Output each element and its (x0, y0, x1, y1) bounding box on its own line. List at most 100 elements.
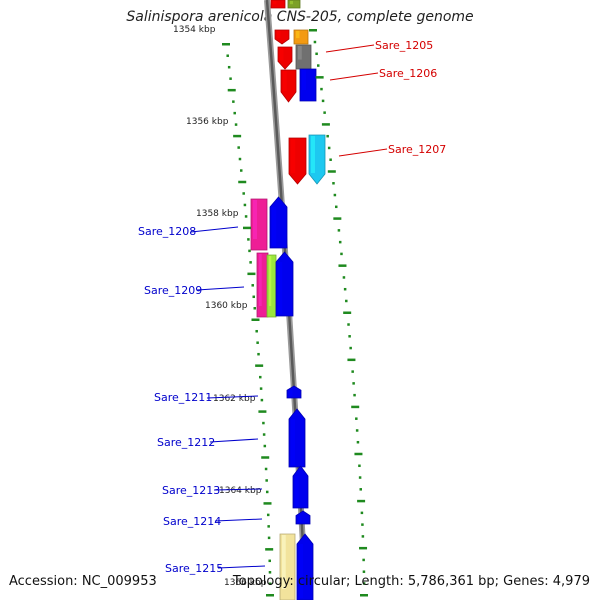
outer-scale-dot-33 (355, 417, 358, 420)
outer-scale-dot-14 (333, 193, 337, 197)
inner-scale-dot-13 (242, 192, 245, 195)
inner-scale-dot-28 (255, 364, 264, 367)
gene-features (250, 0, 326, 600)
gene-block-blue-1212-highlight (291, 419, 295, 465)
gene-block-gray-highlight (298, 46, 302, 60)
tick-label-1366: 1366 kbp (224, 578, 267, 588)
outer-scale-dot-43 (361, 535, 365, 538)
inner-scale-dot-18 (248, 249, 251, 253)
gene-block-blue-1208-highlight (272, 207, 277, 246)
outer-scale-dot-22 (343, 287, 347, 291)
outer-scale-dot-13 (332, 182, 335, 185)
outer-scale-dot-12 (327, 170, 336, 173)
outer-scale-dot-44 (359, 546, 368, 550)
gene-block-blue-1209-highlight (278, 262, 283, 314)
gene-block-red-3-highlight (283, 71, 287, 91)
inner-scale-dot-32 (258, 410, 267, 413)
label-leaders (190, 44, 388, 569)
inner-scale-dot-2 (227, 65, 231, 69)
outer-scale-dot-45 (362, 558, 365, 562)
gene-label-sare-1205[interactable]: Sare_1205 (375, 39, 433, 52)
inner-scale-dot-15 (244, 215, 248, 218)
inner-scale-dot-40 (263, 502, 272, 505)
outer-scale-dot-40 (357, 499, 366, 503)
tick-label-1358: 1358 kbp (196, 209, 239, 219)
tick-label-1360: 1360 kbp (205, 301, 248, 311)
inner-scale-dot-19 (249, 261, 252, 264)
tick-labels: 1354 kbp 1356 kbp 1358 kbp 1360 kbp 1362… (173, 25, 267, 588)
outer-scale-dot-19 (340, 252, 343, 256)
inner-scale-dot-5 (232, 100, 235, 103)
inner-scale-dot-30 (259, 387, 263, 390)
inner-scale-dot-29 (259, 375, 262, 379)
gene-block-orange-highlight (296, 31, 300, 39)
inner-scale-dot-44 (265, 548, 274, 551)
gene-labels: Sare_1205 Sare_1206 Sare_1207 Sare_1208 … (138, 39, 446, 575)
inner-scale-dot-46 (268, 571, 272, 574)
outer-scale-dot-23 (345, 299, 348, 303)
outer-scale-dot-0 (309, 29, 317, 32)
gene-block-top-olive[interactable] (287, 0, 301, 9)
gene-label-sare-1209[interactable]: Sare_1209 (144, 284, 202, 297)
gene-label-sare-1206[interactable]: Sare_1206 (379, 67, 437, 80)
outer-scale-dot-32 (351, 405, 360, 409)
outer-scale-dot-24 (343, 311, 352, 314)
inner-scale-dot-23 (253, 307, 257, 310)
tick-label-1362: 1362 kbp (213, 394, 256, 404)
outer-scale-dot-10 (327, 146, 331, 150)
outer-scale-dot-3 (317, 64, 320, 67)
inner-scale-dot-22 (252, 295, 256, 299)
inner-scale-dot-8 (233, 134, 242, 138)
tick-label-1356: 1356 kbp (186, 117, 229, 127)
inner-scale-dot-6 (233, 111, 236, 115)
inner-scale-dot-11 (239, 169, 243, 172)
inner-scale-dot-24 (251, 318, 260, 321)
gene-block-blue-1214-highlight (298, 515, 302, 522)
gene-block-magenta-1209-highlight (259, 254, 262, 306)
gene-label-sare-1215[interactable]: Sare_1215 (165, 562, 223, 575)
gene-label-sare-1214[interactable]: Sare_1214 (163, 515, 221, 528)
inner-scale-dot-38 (265, 479, 268, 482)
outer-scale-dot-48 (360, 594, 368, 597)
outer-scale-dot-36 (354, 452, 363, 456)
inner-scale-dot-20 (247, 272, 256, 276)
outer-scale-dot-46 (362, 570, 366, 573)
inner-scale-dot-17 (247, 238, 250, 241)
gene-label-sare-1212[interactable]: Sare_1212 (157, 436, 215, 449)
inner-scale-dot-36 (261, 456, 270, 459)
tick-label-1354: 1354 kbp (173, 25, 216, 35)
gene-block-blue-1206-highlight (302, 70, 306, 90)
inner-scale-dot-27 (257, 352, 260, 356)
outer-scale-dot-16 (333, 217, 342, 220)
gene-label-sare-1213[interactable]: Sare_1213 (162, 484, 220, 497)
inner-scale-dot-45 (268, 559, 271, 563)
inner-scale-dot-1 (226, 54, 229, 57)
inner-scale-dot-47 (268, 582, 272, 586)
gene-label-sare-1211[interactable]: Sare_1211 (154, 391, 212, 404)
gene-block-cyan-1207-highlight (311, 136, 315, 173)
inner-scale-dot-21 (251, 284, 254, 287)
tick-label-1364: 1364 kbp (219, 486, 262, 496)
inner-scale-dot-34 (262, 433, 266, 436)
outer-scale-dot-17 (337, 229, 341, 232)
gene-block-red-2-highlight (280, 48, 284, 61)
outer-scale-dot-25 (347, 323, 350, 326)
inner-scale-dot-26 (256, 341, 259, 344)
gene-block-magenta-1209[interactable] (256, 252, 269, 318)
inner-scale-dot-9 (237, 146, 240, 149)
outer-scale-dot-1 (313, 40, 317, 44)
inner-scale-dot-4 (227, 88, 236, 92)
outer-scale-dot-8 (321, 123, 330, 126)
outer-scale-dot-37 (358, 464, 361, 468)
gene-block-lime-1209[interactable] (266, 254, 277, 318)
outer-scale-dot-11 (329, 158, 332, 161)
outer-scale-dot-31 (353, 393, 356, 397)
outer-scale-dot-39 (359, 488, 362, 491)
inner-scale-dot-7 (234, 123, 238, 126)
outer-scale-dot-2 (315, 52, 318, 56)
inner-scale-dot-42 (267, 525, 270, 528)
inner-scale-dot-10 (238, 157, 242, 161)
gene-block-khaki-1215-highlight (282, 535, 286, 589)
gene-label-sare-1208[interactable]: Sare_1208 (138, 225, 196, 238)
gene-label-sare-1207[interactable]: Sare_1207 (388, 143, 446, 156)
